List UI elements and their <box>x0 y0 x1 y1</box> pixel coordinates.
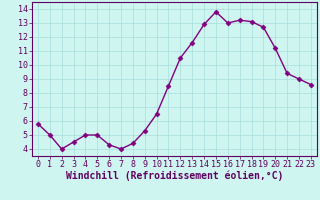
X-axis label: Windchill (Refroidissement éolien,°C): Windchill (Refroidissement éolien,°C) <box>66 171 283 181</box>
